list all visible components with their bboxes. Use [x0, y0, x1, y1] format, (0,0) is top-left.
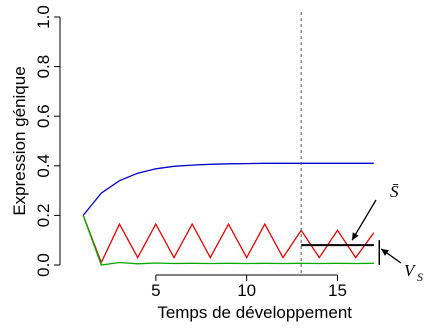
y-tick-label: 0.0: [34, 253, 53, 277]
y-tick-label: 0.2: [34, 204, 53, 228]
y-tick-label: 1.0: [34, 5, 53, 29]
variance-label: V: [404, 261, 417, 280]
variance-label-subscript: S: [417, 270, 423, 284]
x-axis-title: Temps de développement: [157, 303, 352, 322]
y-tick-label: 0.4: [34, 154, 53, 178]
mean-arrow-head: [352, 232, 359, 241]
variance-arrow-head: [381, 248, 389, 256]
x-tick-label: 15: [328, 281, 347, 300]
y-tick-label: 0.6: [34, 104, 53, 128]
mean-label: S̄: [390, 182, 399, 201]
x-tick-label: 10: [237, 281, 256, 300]
axes: Temps de développement Expression géniqu…: [10, 17, 352, 322]
x-tick-label: 5: [151, 281, 160, 300]
series-line-3: [82, 215, 374, 266]
annotations: S̄ V S: [301, 182, 423, 284]
series-line-2: [82, 215, 375, 265]
mean-arrow: [351, 199, 377, 241]
series-line-1: [82, 162, 374, 216]
plot-layer: [82, 12, 375, 275]
ticks: 5 10 15 0.0 0.2 0.4 0.6 0.8 1.0: [34, 5, 347, 300]
y-tick-label: 0.8: [34, 55, 53, 79]
y-axis-title: Expression génique: [10, 66, 29, 215]
